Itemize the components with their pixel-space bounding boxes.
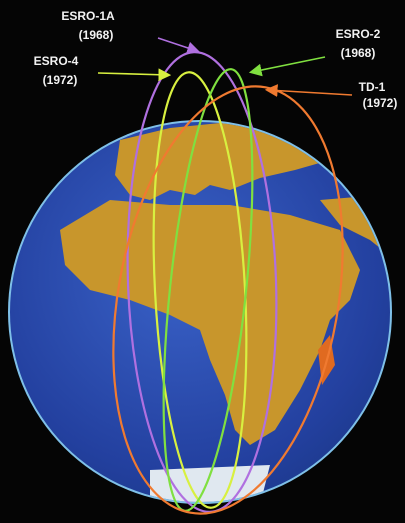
- satellite-year: (1972): [43, 73, 78, 87]
- arrows: [97, 37, 353, 97]
- satellite-name: ESRO-1A: [61, 9, 115, 23]
- satellite-name: ESRO-2: [336, 27, 381, 41]
- satellite-name: ESRO-4: [34, 54, 79, 68]
- labels: ESRO-1A (1968) ESRO-2 (1968) ESRO-4 (197…: [34, 9, 398, 110]
- africa: [60, 200, 360, 445]
- arrow-esro-1a: [157, 37, 201, 55]
- satellite-name: TD-1: [359, 80, 386, 94]
- arrow-td-1: [264, 84, 353, 97]
- arrow-esro-4: [97, 68, 172, 82]
- satellite-year: (1972): [363, 96, 398, 110]
- orbits: [112, 51, 344, 515]
- orbit-esro-4: [152, 71, 248, 509]
- satellite-year: (1968): [79, 28, 114, 42]
- arrow-esro-2: [248, 56, 326, 77]
- satellite-year: (1968): [341, 46, 376, 60]
